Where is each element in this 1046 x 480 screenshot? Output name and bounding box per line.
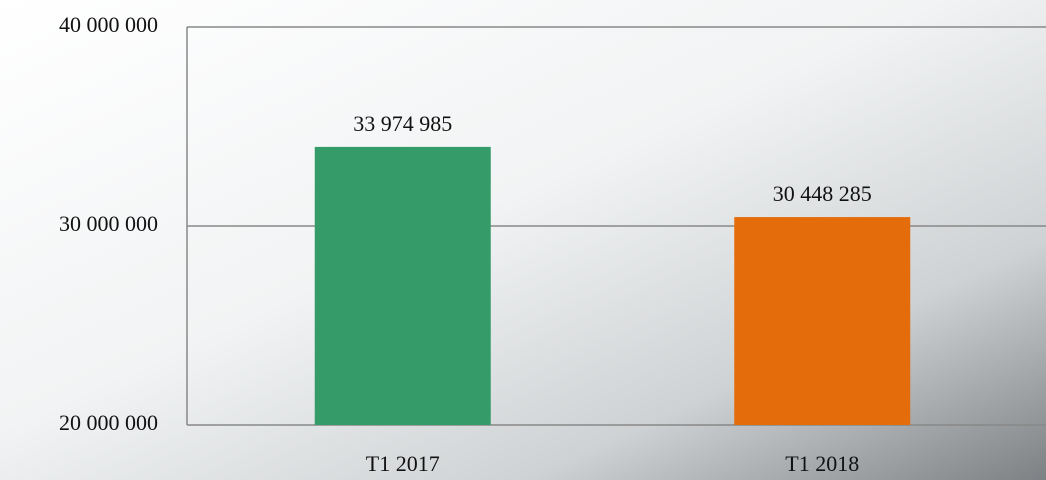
x-tick-label: T1 2017 — [366, 451, 440, 476]
bar — [314, 146, 491, 425]
x-tick-label: T1 2018 — [785, 451, 859, 476]
y-tick-label: 30 000 000 — [59, 211, 158, 236]
data-label: 33 974 985 — [353, 111, 452, 136]
y-tick-label: 20 000 000 — [59, 410, 158, 435]
bar — [734, 217, 911, 425]
data-label: 30 448 285 — [773, 181, 872, 206]
y-tick-label: 40 000 000 — [59, 12, 158, 37]
